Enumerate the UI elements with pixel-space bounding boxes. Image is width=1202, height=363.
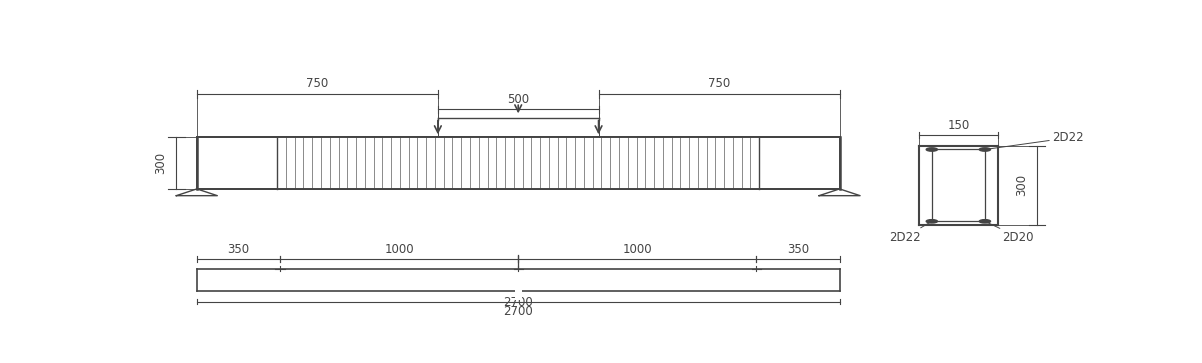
Bar <box>278 137 760 189</box>
Text: 500: 500 <box>507 93 529 106</box>
Text: 150: 150 <box>947 119 970 132</box>
Circle shape <box>927 148 938 151</box>
Bar <box>982 220 988 222</box>
Text: 350: 350 <box>787 243 809 256</box>
Bar <box>197 137 839 189</box>
Circle shape <box>927 220 938 223</box>
Text: 1000: 1000 <box>385 243 413 256</box>
Text: 300: 300 <box>154 152 167 174</box>
Text: 300: 300 <box>1014 174 1028 196</box>
Text: 750: 750 <box>708 77 730 90</box>
Bar <box>982 148 988 151</box>
Text: 350: 350 <box>227 243 250 256</box>
Text: 2D22: 2D22 <box>988 131 1084 149</box>
Text: 2700: 2700 <box>504 295 534 309</box>
Bar <box>929 148 935 151</box>
Text: 2D22: 2D22 <box>889 223 929 244</box>
Text: 2D20: 2D20 <box>987 223 1034 244</box>
Text: 1000: 1000 <box>623 243 651 256</box>
Circle shape <box>980 148 990 151</box>
Text: 750: 750 <box>307 77 328 90</box>
Circle shape <box>980 220 990 223</box>
Text: 2700: 2700 <box>504 305 534 318</box>
Bar <box>929 220 935 222</box>
